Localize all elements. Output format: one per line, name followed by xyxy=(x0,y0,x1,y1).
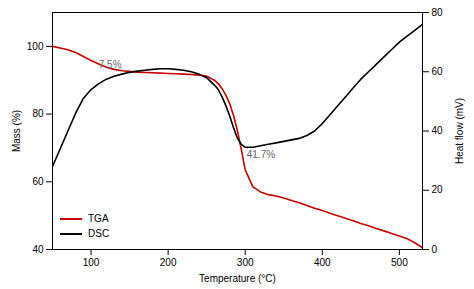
svg-text:20: 20 xyxy=(432,184,444,195)
svg-text:40: 40 xyxy=(432,125,444,136)
svg-text:500: 500 xyxy=(391,257,408,268)
svg-text:100: 100 xyxy=(27,41,44,52)
svg-text:7.5%: 7.5% xyxy=(99,59,122,70)
svg-text:41.7%: 41.7% xyxy=(247,149,275,160)
svg-text:40: 40 xyxy=(32,244,44,255)
svg-text:Mass (%): Mass (%) xyxy=(11,110,22,152)
svg-text:60: 60 xyxy=(32,176,44,187)
svg-text:Heat flow (mV): Heat flow (mV) xyxy=(454,98,465,164)
svg-text:60: 60 xyxy=(432,66,444,77)
svg-text:100: 100 xyxy=(83,257,100,268)
svg-text:0: 0 xyxy=(432,244,438,255)
svg-text:Temperature (°C): Temperature (°C) xyxy=(199,273,276,284)
svg-text:80: 80 xyxy=(432,7,444,18)
svg-text:400: 400 xyxy=(314,257,331,268)
svg-text:80: 80 xyxy=(32,108,44,119)
svg-text:200: 200 xyxy=(160,257,177,268)
html-text:TGA: TGA xyxy=(88,213,109,224)
html-text:DSC: DSC xyxy=(88,228,110,239)
svg-text:300: 300 xyxy=(237,257,254,268)
